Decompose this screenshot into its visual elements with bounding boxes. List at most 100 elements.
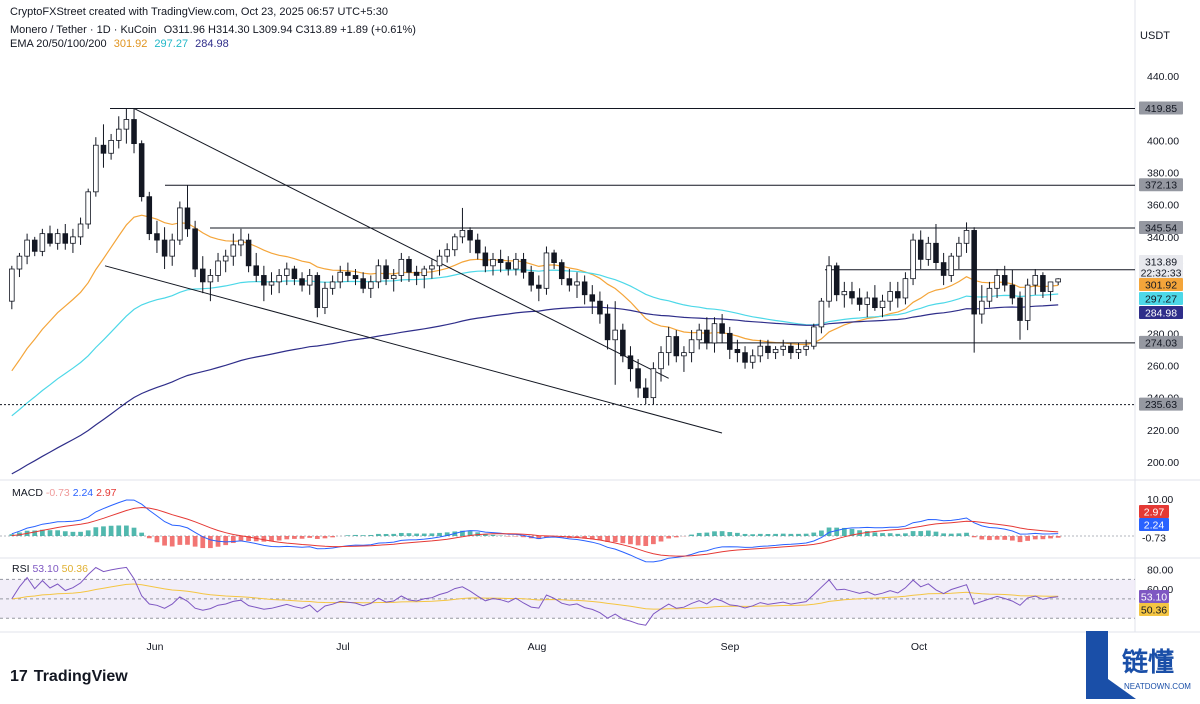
- macd-histogram-bar: [704, 533, 709, 536]
- macd-histogram-bar: [414, 534, 419, 536]
- candle-down: [598, 301, 603, 314]
- candle: [109, 134, 114, 160]
- candle: [155, 221, 160, 253]
- macd-signal-line: [12, 508, 1058, 557]
- candle: [590, 285, 595, 314]
- macd-histogram-bar: [353, 535, 358, 536]
- rsi-tag: 53.10: [1139, 590, 1169, 604]
- macd-histogram-bar: [193, 536, 198, 547]
- candle: [1041, 272, 1046, 298]
- tradingview-logo-icon: 17: [10, 668, 28, 685]
- price-tag: 297.27: [1139, 292, 1183, 306]
- rsi-legend: RSI 53.10 50.36: [12, 563, 88, 575]
- candle: [850, 282, 855, 305]
- price-tag-text: 274.03: [1145, 337, 1177, 349]
- candle: [93, 137, 98, 196]
- candle-up: [1048, 282, 1053, 292]
- macd-histogram-bar: [689, 535, 694, 536]
- candle-down: [567, 279, 572, 285]
- candle-up: [842, 292, 847, 295]
- candle: [995, 269, 1000, 298]
- candle-up: [177, 208, 182, 240]
- candle-up: [330, 282, 335, 288]
- macd-histogram-bar: [987, 536, 992, 540]
- candle: [651, 362, 656, 404]
- candle-up: [1033, 275, 1038, 285]
- candle: [223, 250, 228, 273]
- macd-histogram-bar: [101, 526, 106, 536]
- candle-down: [895, 292, 900, 298]
- candle: [811, 324, 816, 350]
- candle: [40, 229, 45, 256]
- candle-down: [1041, 275, 1046, 291]
- macd-histogram-bar: [63, 531, 68, 536]
- candle: [911, 234, 916, 285]
- candle-down: [63, 234, 68, 244]
- candle: [475, 234, 480, 260]
- candle: [559, 259, 564, 285]
- macd-tag-text: -0.73: [1142, 533, 1166, 545]
- macd-histogram-bar: [873, 532, 878, 536]
- candle: [827, 256, 832, 307]
- candle: [689, 330, 694, 362]
- price-tag: 345.54: [1139, 221, 1183, 235]
- macd-histogram-bar: [834, 528, 839, 536]
- candle: [376, 259, 381, 288]
- candle: [903, 272, 908, 304]
- candle-up: [78, 224, 83, 237]
- candle: [1033, 269, 1038, 295]
- macd-histogram-bar: [1048, 536, 1053, 538]
- time-axis-label: Sep: [721, 641, 740, 653]
- candle-down: [475, 240, 480, 253]
- candle-down: [48, 234, 53, 244]
- macd-histogram-bar: [712, 531, 717, 536]
- candle: [124, 108, 129, 143]
- rsi-axis-label: 80.00: [1147, 565, 1173, 577]
- macd-histogram-bar: [727, 532, 732, 536]
- candle-down: [582, 282, 587, 295]
- macd-histogram-bar: [307, 536, 312, 538]
- candle: [552, 250, 557, 269]
- candle: [269, 272, 274, 295]
- candle-up: [964, 230, 969, 243]
- candle: [101, 124, 106, 167]
- macd-histogram-bar: [346, 535, 351, 536]
- candle-down: [1018, 298, 1023, 321]
- candle-down: [834, 266, 839, 295]
- candle-up: [17, 256, 22, 269]
- candle-down: [468, 230, 473, 240]
- candle-up: [170, 240, 175, 256]
- candle: [17, 253, 22, 277]
- candle: [78, 218, 83, 245]
- candle: [1025, 279, 1030, 330]
- price-axis-label: 260.00: [1147, 360, 1179, 372]
- candle-down: [972, 230, 977, 314]
- candle: [437, 250, 442, 276]
- macd-histogram-bar: [55, 530, 60, 536]
- rsi-ma-value: 50.36: [62, 563, 88, 575]
- candle-down: [521, 259, 526, 272]
- macd-histogram-bar: [116, 525, 121, 536]
- candle-down: [743, 353, 748, 363]
- candle-down: [361, 279, 366, 289]
- candle-down: [590, 295, 595, 301]
- macd-histogram-bar: [819, 531, 824, 536]
- macd-histogram-bar: [109, 526, 114, 536]
- candle: [972, 227, 977, 352]
- macd-histogram-bar: [949, 534, 954, 536]
- candle: [865, 292, 870, 318]
- candle: [170, 234, 175, 266]
- candle-down: [720, 324, 725, 334]
- candle-up: [514, 259, 519, 269]
- candle: [9, 266, 14, 309]
- candle: [491, 253, 496, 276]
- candle-down: [727, 333, 732, 349]
- macd-axis-label: 10.00: [1147, 494, 1173, 506]
- candle-down: [1002, 275, 1007, 285]
- ema-100-line: [12, 305, 1058, 474]
- candle-up: [269, 282, 274, 285]
- watermark-site: NEATDOWN.COM: [1124, 682, 1191, 691]
- candle: [750, 349, 755, 368]
- time-axis-label: Aug: [528, 641, 547, 653]
